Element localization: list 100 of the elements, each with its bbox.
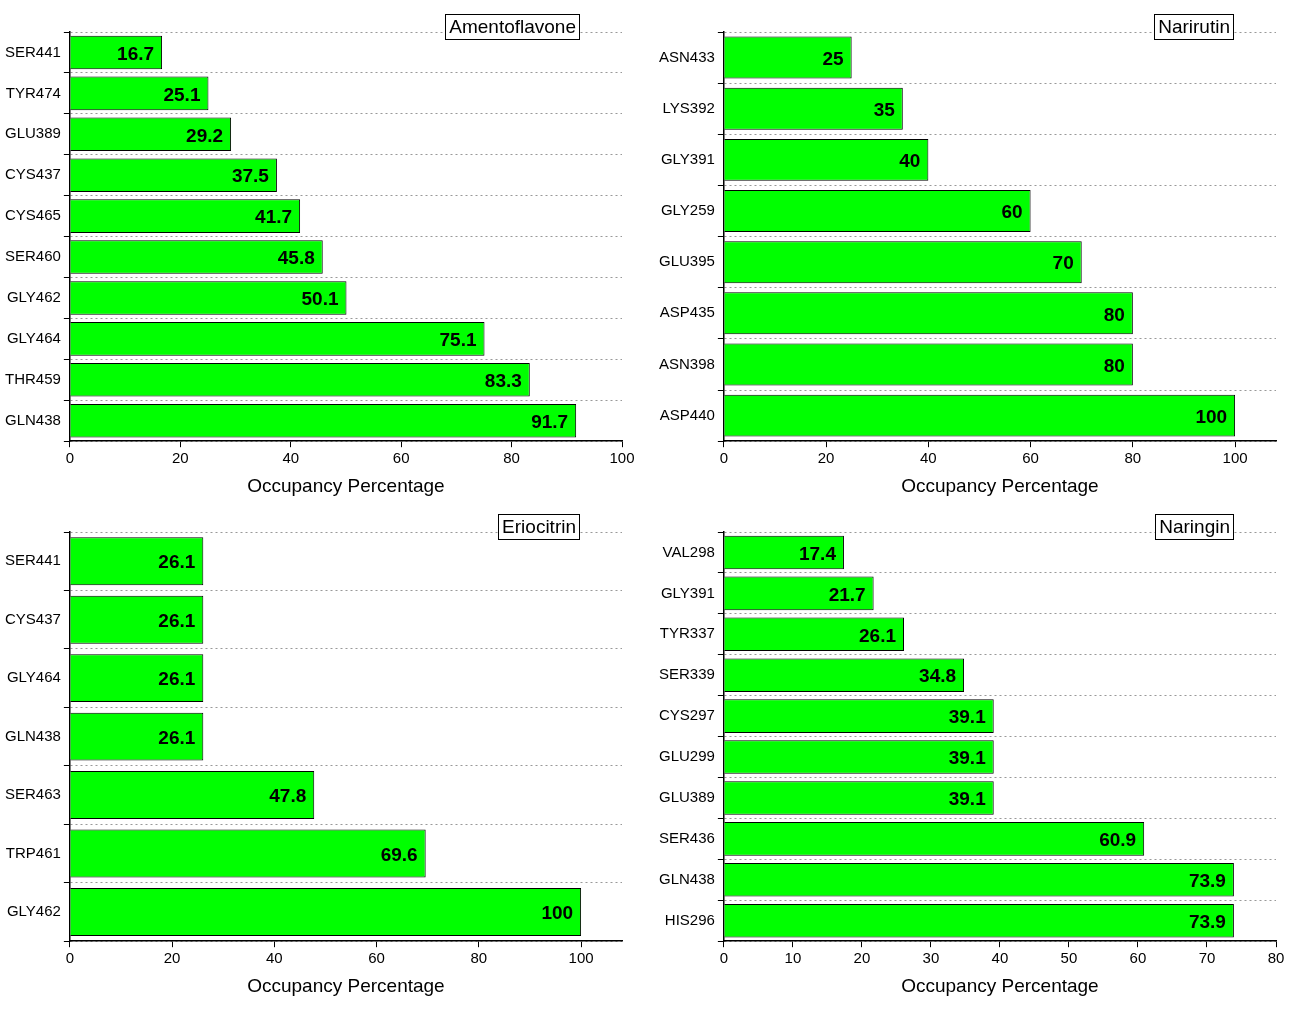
data-label: 80 [1103,303,1125,325]
x-tick-label: 80 [1124,449,1142,467]
data-label: 69.6 [380,843,418,865]
x-tick-label: 0 [65,949,75,967]
data-label: 91.7 [531,410,569,432]
y-tick-label: SER441 [4,551,61,569]
y-tick-label: VAL298 [662,542,715,560]
y-tick-label: GLN438 [4,410,61,428]
chart-title: Amentoflavone [445,14,580,40]
data-label: 70 [1052,252,1074,274]
y-tick-label: GLU389 [4,124,61,142]
data-label: 29.2 [186,124,224,146]
y-tick-label: SER441 [4,42,61,60]
y-tick-label: SER339 [658,665,715,683]
data-label: 45.8 [277,247,315,269]
data-label: 60.9 [1099,829,1137,851]
y-tick-label: CYS437 [4,165,61,183]
y-tick-label: GLY462 [6,902,61,920]
x-axis-title: Occupancy Percentage [247,974,445,996]
y-tick-label: GLY391 [660,583,715,601]
data-label: 26.1 [158,726,196,748]
x-tick-label: 60 [1022,449,1039,467]
chart-title: Naringin [1155,514,1234,540]
x-tick-label: 80 [503,449,520,467]
data-label: 100 [541,902,574,924]
x-axis-title: Occupancy Percentage [901,974,1099,996]
data-label: 39.1 [948,747,987,769]
data-label: 73.9 [1188,870,1226,892]
y-tick-label: SER436 [658,829,715,847]
x-tick-label: 60 [1129,949,1147,967]
y-tick-label: GLU395 [658,252,715,270]
data-label: 17.4 [798,542,837,564]
x-tick-label: 20 [171,449,189,467]
x-tick-label: 20 [163,949,181,967]
data-label: 47.8 [269,785,307,807]
x-tick-label: 50 [1060,949,1078,967]
x-tick-label: 30 [922,949,940,967]
y-tick-label: TYR337 [659,624,715,642]
x-tick-label: 100 [609,449,635,467]
x-tick-label: 40 [266,949,283,967]
chart-title: Narirutin [1154,14,1234,40]
x-tick-label: 80 [1267,949,1285,967]
data-label: 60 [1001,201,1023,223]
y-tick-label: CYS465 [4,206,61,224]
data-label: 16.7 [117,42,155,64]
x-tick-label: 100 [1222,449,1248,467]
data-label: 83.3 [484,370,522,392]
data-label: 34.8 [919,665,957,687]
y-tick-label: GLY462 [6,288,61,306]
y-tick-label: GLY464 [6,329,61,347]
y-tick-label: GLY464 [6,668,61,686]
x-tick-label: 80 [470,949,488,967]
x-tick-label: 10 [784,949,802,967]
data-label: 26.1 [158,551,196,573]
y-tick-label: GLY391 [660,150,715,168]
y-tick-label: GLU389 [658,788,715,806]
x-tick-label: 20 [853,949,871,967]
data-label: 26.1 [859,624,897,646]
data-label: 75.1 [439,329,477,351]
y-tick-label: THR459 [5,369,61,387]
data-label: 21.7 [828,583,866,605]
data-label: 41.7 [255,206,293,228]
y-tick-label: HIS296 [664,910,715,928]
y-tick-label: SER460 [4,247,61,265]
x-tick-label: 70 [1198,949,1216,967]
y-tick-label: SER463 [4,785,61,803]
y-tick-label: GLN438 [658,869,715,887]
data-label: 26.1 [158,609,196,631]
x-axis-title: Occupancy Percentage [247,474,445,496]
y-tick-label: GLU299 [658,747,715,765]
y-tick-label: LYS392 [662,98,715,116]
x-axis-title: Occupancy Percentage [901,474,1099,496]
x-tick-label: 0 [719,949,729,967]
x-tick-label: 40 [991,949,1009,967]
data-label: 26.1 [158,668,196,690]
x-tick-label: 60 [368,949,385,967]
x-tick-label: 20 [817,449,835,467]
x-tick-label: 40 [920,449,937,467]
data-label: 80 [1103,354,1125,376]
y-tick-label: ASP440 [659,405,715,423]
x-tick-label: 60 [392,449,410,467]
data-label: 37.5 [231,165,270,187]
data-label: 25.1 [163,83,201,105]
data-label: 100 [1195,405,1228,427]
y-tick-label: TYR474 [5,83,61,101]
y-tick-label: ASN398 [658,354,715,372]
data-label: 39.1 [948,706,987,728]
x-tick-label: 100 [568,949,594,967]
y-tick-label: TRP461 [5,843,61,861]
y-tick-label: GLN438 [4,726,61,744]
data-label: 40 [899,150,921,172]
x-tick-label: 0 [65,449,75,467]
y-tick-label: CYS297 [658,706,715,724]
data-label: 39.1 [948,788,987,810]
y-tick-label: CYS437 [4,609,61,627]
y-tick-label: GLY259 [660,201,715,219]
data-label: 25 [822,47,845,69]
x-tick-label: 40 [282,449,300,467]
data-label: 73.9 [1188,910,1226,932]
y-tick-label: ASN433 [658,47,715,65]
